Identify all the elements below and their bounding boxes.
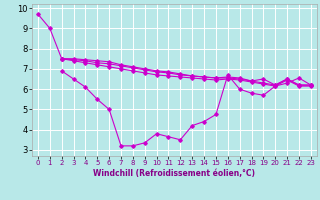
X-axis label: Windchill (Refroidissement éolien,°C): Windchill (Refroidissement éolien,°C) [93,169,255,178]
